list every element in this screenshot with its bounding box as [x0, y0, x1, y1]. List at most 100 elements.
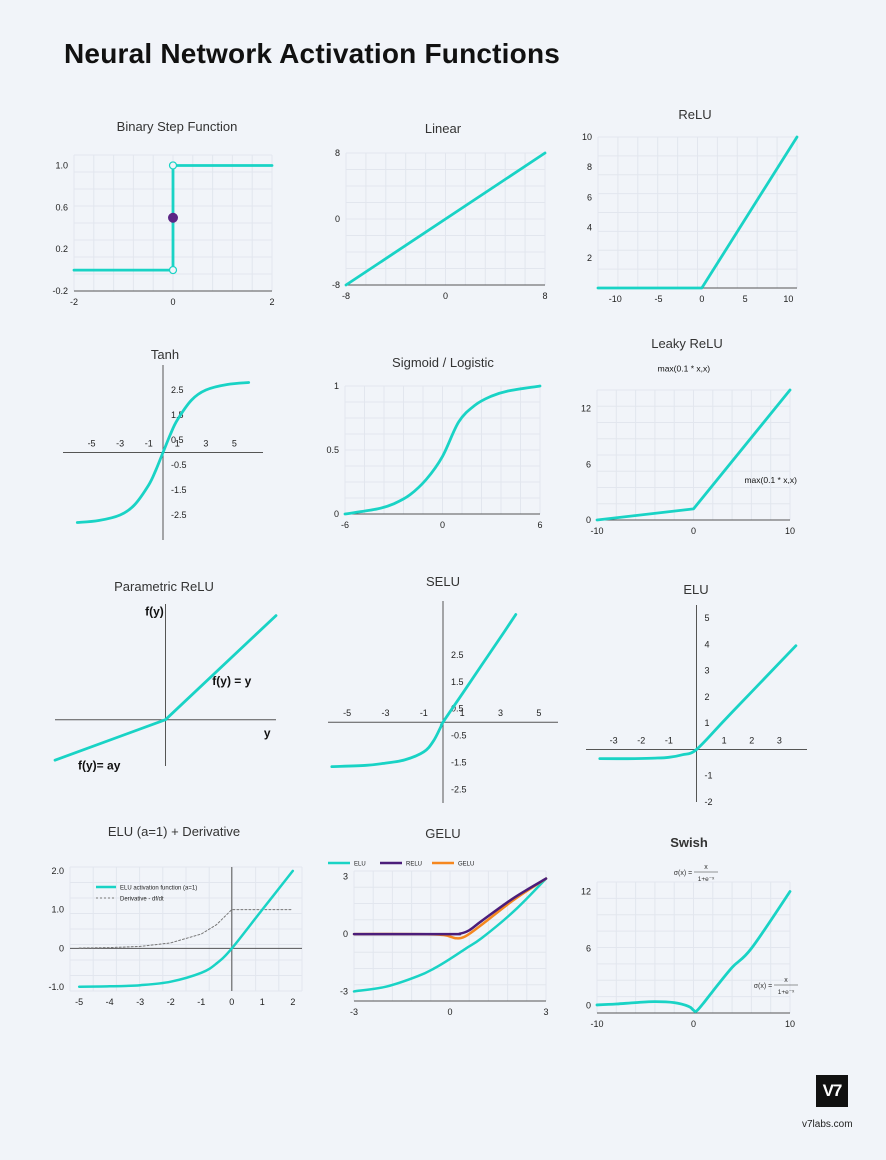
chart-gelu: GELU -3 0 3 -3 0 3 ELU RELU GELU [328, 826, 549, 1017]
x-tick-label: 0 [440, 520, 445, 530]
chart-title: Leaky ReLU [651, 336, 723, 351]
y-tick-label: -0.2 [52, 286, 68, 296]
x-tick-label: 0 [691, 526, 696, 536]
formula-denominator: 1+e⁻ˣ [698, 876, 715, 883]
chart-title: Sigmoid / Logistic [392, 355, 494, 370]
formula-denominator: 1+e⁻ˣ [778, 989, 795, 996]
y-tick-label: 1.5 [171, 410, 184, 420]
page-title: Neural Network Activation Functions [64, 38, 561, 69]
open-point [168, 161, 178, 170]
y-tick-label: 2.5 [451, 650, 464, 660]
chart-title: Tanh [151, 347, 179, 362]
chart-title: ELU (a=1) + Derivative [108, 824, 240, 839]
y-tick-label: 12 [581, 886, 591, 896]
x-tick-label: 0 [447, 1007, 452, 1017]
y-tick-label: -3 [340, 986, 348, 996]
x-tick-label: 3 [543, 1007, 548, 1017]
x-tick-label: 0 [170, 297, 175, 307]
y-tick-label: -0.5 [451, 731, 467, 741]
y-tick-label: 0.5 [171, 435, 184, 445]
legend-label: Derivative - df/dt [120, 897, 164, 903]
x-tick-label: 5 [743, 294, 748, 304]
series-line [352, 877, 548, 936]
series-line [78, 909, 294, 949]
y-tick-label: 0.2 [55, 244, 68, 254]
x-tick-label: -3 [116, 439, 124, 449]
y-tick-label: -1.5 [171, 485, 187, 495]
x-tick-label: 1 [460, 708, 465, 718]
y-tick-label: -1.5 [451, 758, 467, 768]
legend-label: GELU [458, 862, 474, 868]
x-tick-label: -5 [88, 439, 96, 449]
y-tick-label: -1 [705, 771, 713, 781]
annotation: f(y) = y [212, 674, 251, 688]
x-tick-label: -8 [342, 291, 350, 301]
y-tick-label: 4 [705, 639, 710, 649]
y-tick-label: 0 [334, 509, 339, 519]
x-tick-label: 3 [203, 439, 208, 449]
chart-tanh: Tanh -5 -3 -1 1 3 5 2.5 1.5 0.5 -0.5 -1.5 -2.5 [63, 347, 263, 540]
series-line [343, 384, 542, 516]
y-tick-label: 0 [59, 943, 64, 953]
annotation: y [264, 726, 271, 740]
chart-parametric-relu: Parametric ReLU f(y) f(y) = y y f(y)= ay [53, 579, 278, 772]
x-tick-label: 0 [229, 997, 234, 1007]
x-tick-label: -3 [381, 708, 389, 718]
y-tick-label: 1.0 [51, 905, 64, 915]
y-tick-label: 6 [587, 192, 592, 202]
x-tick-label: 2 [290, 997, 295, 1007]
x-tick-label: -1 [665, 735, 673, 745]
y-tick-label: 0 [343, 929, 348, 939]
y-tick-label: 2 [587, 253, 592, 263]
series-line [598, 644, 798, 761]
x-tick-label: -6 [341, 520, 349, 530]
annotation: max(0.1 * x,x) [658, 363, 711, 373]
x-tick-label: -1 [420, 708, 428, 718]
series-line [330, 613, 518, 769]
x-tick-label: 10 [785, 526, 795, 536]
y-tick-label: 1 [705, 718, 710, 728]
x-tick-label: -1 [197, 997, 205, 1007]
chart-title: ReLU [678, 107, 711, 122]
y-tick-label: -8 [332, 280, 340, 290]
chart-linear: Linear -8 0 8 -8 0 8 [332, 121, 548, 301]
y-tick-label: -1.0 [48, 982, 64, 992]
series-line [352, 877, 548, 993]
x-tick-label: -2 [637, 735, 645, 745]
chart-swish: Swish -10 0 10 0 6 12 σ(x) = x 1+e⁻ˣ σ(x) = x 1+e⁻ˣ [581, 835, 798, 1029]
y-tick-label: 10 [582, 132, 592, 142]
x-tick-label: -3 [610, 735, 618, 745]
x-tick-label: 10 [785, 1019, 795, 1029]
series-line [77, 869, 295, 988]
series-line [595, 890, 792, 1013]
x-tick-label: -1 [145, 439, 153, 449]
x-tick-label: 1 [175, 439, 180, 449]
chart-title: ELU [683, 582, 708, 597]
y-tick-label: 0.6 [55, 202, 68, 212]
formula-lhs: σ(x) = [754, 983, 773, 990]
x-tick-label: 2 [749, 735, 754, 745]
x-tick-label: -2 [70, 297, 78, 307]
x-tick-label: 0 [443, 291, 448, 301]
y-tick-label: 1.5 [451, 677, 464, 687]
chart-relu: ReLU -10 -5 0 5 10 2 4 6 8 10 [582, 107, 799, 304]
chart-elu-derivative: ELU (a=1) + Derivative -5 -4 -3 -2 -1 0 1 2 2.0 1.… [48, 824, 303, 1007]
annotation: f(y) [145, 605, 164, 619]
chart-title: Binary Step Function [117, 119, 238, 134]
series-line [595, 388, 792, 522]
x-tick-label: -10 [609, 294, 622, 304]
x-tick-label: -5 [655, 294, 663, 304]
open-point [168, 265, 178, 275]
chart-title: GELU [425, 826, 460, 841]
y-tick-label: 0 [586, 515, 591, 525]
annotation: max(0.1 * x,x) [744, 475, 797, 485]
y-tick-label: -2.5 [451, 785, 467, 795]
y-tick-label: 4 [587, 223, 592, 233]
site-url: v7labs.com [802, 1119, 853, 1130]
x-tick-label: 3 [777, 735, 782, 745]
y-tick-label: 6 [586, 459, 591, 469]
formula-lhs: σ(x) = [674, 870, 693, 877]
x-tick-label: 10 [783, 294, 793, 304]
x-tick-label: 6 [537, 520, 542, 530]
